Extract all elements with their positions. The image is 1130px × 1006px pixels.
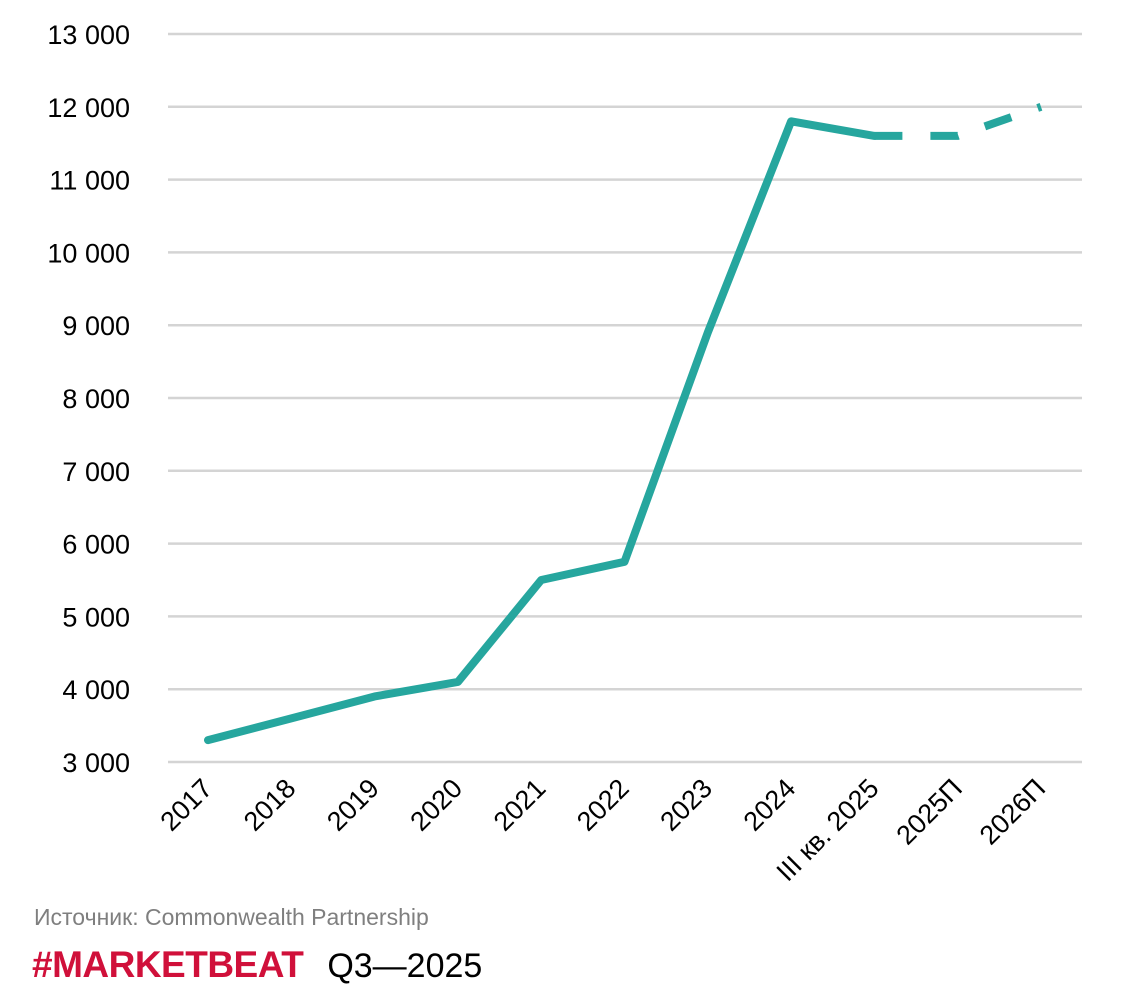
y-tick-label: 10 000 xyxy=(47,238,130,268)
line-chart: 3 000 4 000 5 000 6 000 7 000 8 000 9 000 10 00… xyxy=(47,20,1082,887)
source-note: Источник: Commonwealth Partnership xyxy=(34,904,429,930)
marketbeat-logo-text: #MARKETBEAT xyxy=(32,944,304,985)
x-tick-label: 2018 xyxy=(238,773,302,837)
footer-branding: #MARKETBEAT Q3—2025 xyxy=(32,944,482,994)
x-tick-label: 2019 xyxy=(321,773,385,837)
x-tick-label: 2020 xyxy=(404,773,468,837)
y-tick-label: 12 000 xyxy=(47,93,130,123)
y-tick-label: 4 000 xyxy=(62,675,130,705)
y-tick-label: 8 000 xyxy=(62,384,130,414)
series-lines xyxy=(204,103,1043,745)
x-tick-label: 2025П xyxy=(891,773,968,850)
y-tick-label: 3 000 xyxy=(62,748,130,778)
y-tick-label: 13 000 xyxy=(47,20,130,50)
y-tick-label: 6 000 xyxy=(62,530,130,560)
gridlines xyxy=(168,32,1082,764)
x-tick-label: 2021 xyxy=(488,773,552,837)
series-line-forecast xyxy=(874,103,1043,140)
y-tick-label: 5 000 xyxy=(62,602,130,632)
y-tick-label: 11 000 xyxy=(49,166,130,196)
y-axis-ticks: 3 000 4 000 5 000 6 000 7 000 8 000 9 000 10 00… xyxy=(47,20,130,778)
x-tick-label: 2023 xyxy=(654,773,718,837)
report-period: Q3—2025 xyxy=(327,947,483,985)
x-tick-label: 2017 xyxy=(155,773,219,837)
series-line-actual xyxy=(204,117,879,745)
x-tick-label: 2024 xyxy=(738,773,802,837)
y-tick-label: 9 000 xyxy=(62,311,130,341)
y-tick-label: 7 000 xyxy=(62,457,130,487)
x-tick-label: 2026П xyxy=(974,773,1051,850)
x-tick-label: 2022 xyxy=(571,773,635,837)
